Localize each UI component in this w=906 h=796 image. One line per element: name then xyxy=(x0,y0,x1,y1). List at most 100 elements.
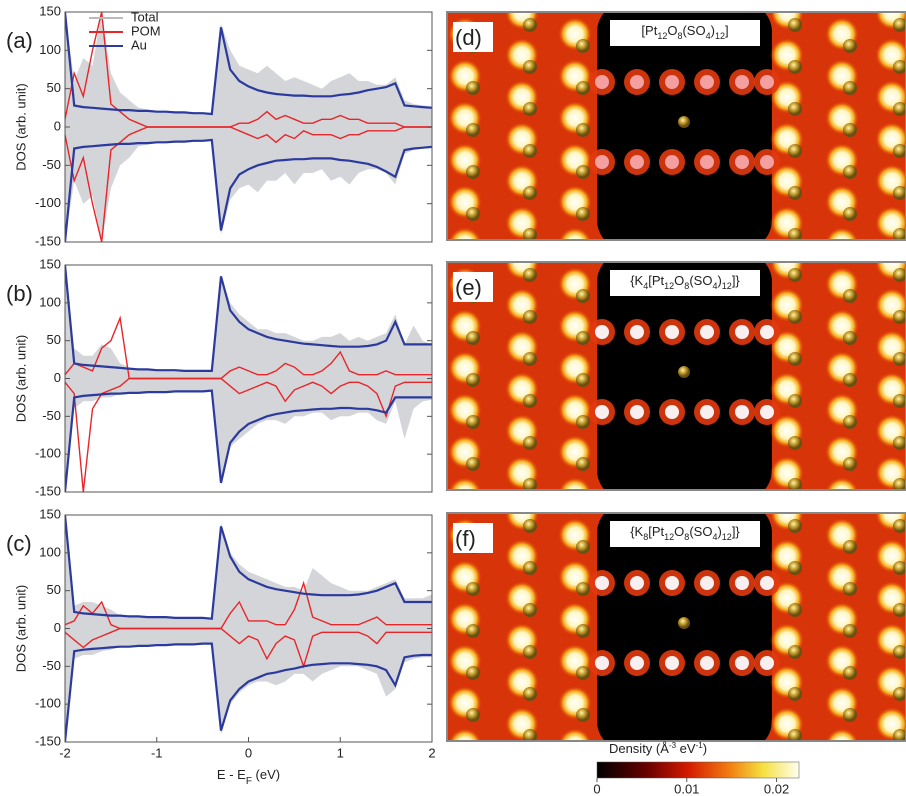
map-frame xyxy=(446,11,906,241)
atom xyxy=(678,366,690,378)
formula-bg xyxy=(610,270,760,296)
atom xyxy=(466,708,480,722)
atom xyxy=(788,478,802,490)
atom xyxy=(893,102,906,116)
atom xyxy=(843,624,857,638)
formula-part: ) xyxy=(717,273,721,288)
atom xyxy=(843,0,857,11)
formula-part: ) xyxy=(711,23,715,38)
y-tick-label: 150 xyxy=(39,256,61,271)
dos-line xyxy=(65,377,432,492)
cluster-atom xyxy=(735,405,749,419)
atom xyxy=(576,540,590,554)
formula-part: [Pt xyxy=(648,273,664,288)
cluster-atom xyxy=(665,576,679,590)
cluster-atom xyxy=(700,656,714,670)
atom xyxy=(523,60,537,74)
atom xyxy=(576,289,590,303)
atom xyxy=(843,331,857,345)
cluster-atom xyxy=(630,576,644,590)
y-axis-label: DOS (arb. unit) xyxy=(13,83,28,170)
formula-part: ) xyxy=(717,524,721,539)
atom xyxy=(843,750,857,764)
colorbar-label-part: -3 xyxy=(669,741,677,750)
cluster-atom xyxy=(630,656,644,670)
atom xyxy=(843,207,857,221)
y-tick-label: 50 xyxy=(47,80,61,95)
atom-glow xyxy=(558,227,592,240)
cluster-atom xyxy=(700,576,714,590)
formula-part: ]} xyxy=(732,273,741,288)
atom xyxy=(843,123,857,137)
formula: [Pt12O8(SO4)12] xyxy=(641,23,728,41)
atom xyxy=(523,310,537,324)
y-tick-label: 0 xyxy=(54,118,61,133)
dos-line xyxy=(65,12,432,128)
atom xyxy=(466,331,480,345)
cluster-atom xyxy=(760,155,774,169)
atom xyxy=(893,144,906,158)
density-map xyxy=(447,498,906,764)
y-tick-label: -100 xyxy=(35,696,61,711)
atom xyxy=(843,289,857,303)
cluster-atom xyxy=(735,576,749,590)
atom xyxy=(576,498,590,512)
dos-line xyxy=(65,515,432,620)
atom xyxy=(788,102,802,116)
x-axis-label-part: F xyxy=(246,776,252,787)
atom xyxy=(576,582,590,596)
atom xyxy=(893,436,906,450)
y-tick-label: -100 xyxy=(35,195,61,210)
formula-part: {K xyxy=(630,524,643,539)
atom xyxy=(466,666,480,680)
dos-line xyxy=(65,12,432,116)
atom xyxy=(466,165,480,179)
atom xyxy=(893,478,906,490)
formula-part: 12 xyxy=(715,31,725,41)
cluster-atom xyxy=(760,75,774,89)
atom xyxy=(788,436,802,450)
legend-label: POM xyxy=(131,23,161,38)
atom xyxy=(788,645,802,659)
atom xyxy=(576,750,590,764)
atom xyxy=(466,81,480,95)
atom xyxy=(466,498,480,512)
atom xyxy=(893,228,906,240)
dos-line xyxy=(65,315,432,380)
cluster-atom xyxy=(595,75,609,89)
atom xyxy=(466,249,480,263)
cluster-atom xyxy=(700,325,714,339)
atom xyxy=(466,499,480,513)
atom xyxy=(788,603,802,617)
cluster-atom xyxy=(630,75,644,89)
atom xyxy=(523,561,537,575)
atom xyxy=(523,519,537,533)
cluster-atom xyxy=(700,405,714,419)
atom xyxy=(843,457,857,471)
cluster-atom xyxy=(700,75,714,89)
dos-line xyxy=(65,389,432,492)
y-axis-label: DOS (arb. unit) xyxy=(13,585,28,672)
cluster-atom xyxy=(665,656,679,670)
y-tick-label: 100 xyxy=(39,42,61,57)
atom xyxy=(893,310,906,324)
formula-part: 12 xyxy=(722,532,732,542)
atom-glow xyxy=(448,477,482,490)
atom-glow xyxy=(558,477,592,490)
plot xyxy=(65,12,432,242)
y-tick-label: -150 xyxy=(35,233,61,248)
atom xyxy=(576,331,590,345)
atom xyxy=(893,645,906,659)
atom xyxy=(466,750,480,764)
atom-glow xyxy=(825,0,859,9)
atom xyxy=(576,708,590,722)
atom xyxy=(523,436,537,450)
colorbar-label-part: eV xyxy=(676,741,696,756)
colorbar xyxy=(596,761,800,779)
colorbar-label-part: ) xyxy=(703,741,707,756)
atom xyxy=(523,268,537,282)
panel-label-bg xyxy=(453,22,493,52)
legend-label: Au xyxy=(131,37,147,52)
formula-part: 8 xyxy=(643,532,648,542)
formula-part: 12 xyxy=(657,31,667,41)
